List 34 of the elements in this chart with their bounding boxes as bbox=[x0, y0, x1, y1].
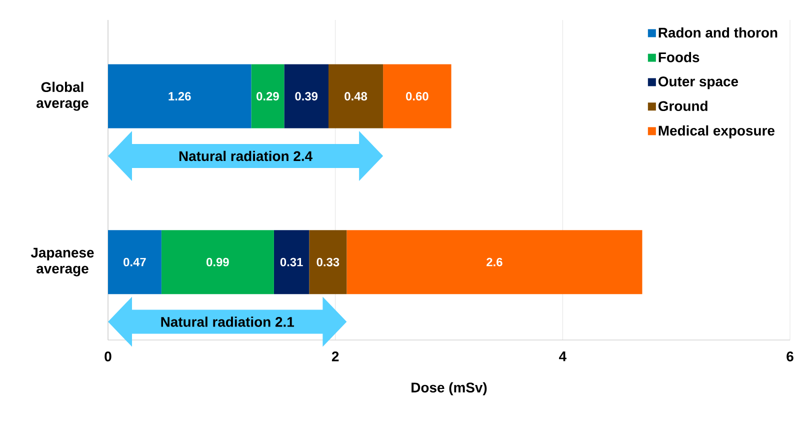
bar bbox=[383, 64, 452, 128]
annotation: Natural radiation 2.4 bbox=[179, 150, 313, 162]
legend-label: Medical exposure bbox=[658, 125, 774, 138]
legend-label: Ground bbox=[658, 100, 708, 112]
y-tick-label: Global average bbox=[36, 82, 88, 111]
data-label: 0.31 bbox=[280, 258, 303, 266]
data-label: 2.6 bbox=[486, 258, 502, 266]
bar bbox=[346, 230, 642, 294]
x-tick-label: 4 bbox=[559, 352, 566, 362]
y-tick-label: Japanese average bbox=[30, 248, 94, 276]
data-label: 0.47 bbox=[124, 258, 146, 266]
x-axis-title: Dose (mSv) bbox=[412, 382, 487, 396]
x-tick-label: 2 bbox=[332, 352, 339, 362]
bar bbox=[328, 64, 384, 128]
legend-label: Outer space bbox=[658, 76, 738, 90]
legend-label: Radon and thoron bbox=[658, 27, 778, 38]
bar bbox=[309, 230, 347, 294]
data-label: 1.26 bbox=[168, 92, 191, 100]
bar bbox=[274, 230, 310, 294]
bar bbox=[108, 64, 252, 128]
bar bbox=[284, 64, 329, 128]
annotation: Natural radiation 2.1 bbox=[161, 316, 294, 327]
data-label: 0.48 bbox=[344, 92, 368, 100]
data-label: 0.33 bbox=[316, 258, 340, 266]
data-label: 0.29 bbox=[256, 92, 279, 100]
legend-label: Foods bbox=[658, 52, 700, 62]
x-tick-label: 6 bbox=[786, 352, 794, 362]
data-label: 0.99 bbox=[206, 258, 229, 266]
data-label: 0.39 bbox=[295, 92, 318, 101]
x-tick-label: 0 bbox=[104, 352, 112, 362]
bar bbox=[108, 230, 162, 294]
bar bbox=[251, 64, 284, 128]
bar bbox=[161, 230, 274, 294]
data-label: 0.60 bbox=[406, 92, 428, 100]
